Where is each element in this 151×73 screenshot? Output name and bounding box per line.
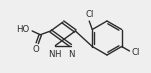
Text: HO: HO (16, 25, 29, 34)
Text: N: N (68, 50, 74, 59)
Text: Cl: Cl (132, 48, 140, 57)
Text: Cl: Cl (85, 10, 93, 19)
Text: H: H (54, 50, 61, 59)
Text: O: O (32, 45, 39, 54)
Text: N: N (48, 50, 54, 59)
